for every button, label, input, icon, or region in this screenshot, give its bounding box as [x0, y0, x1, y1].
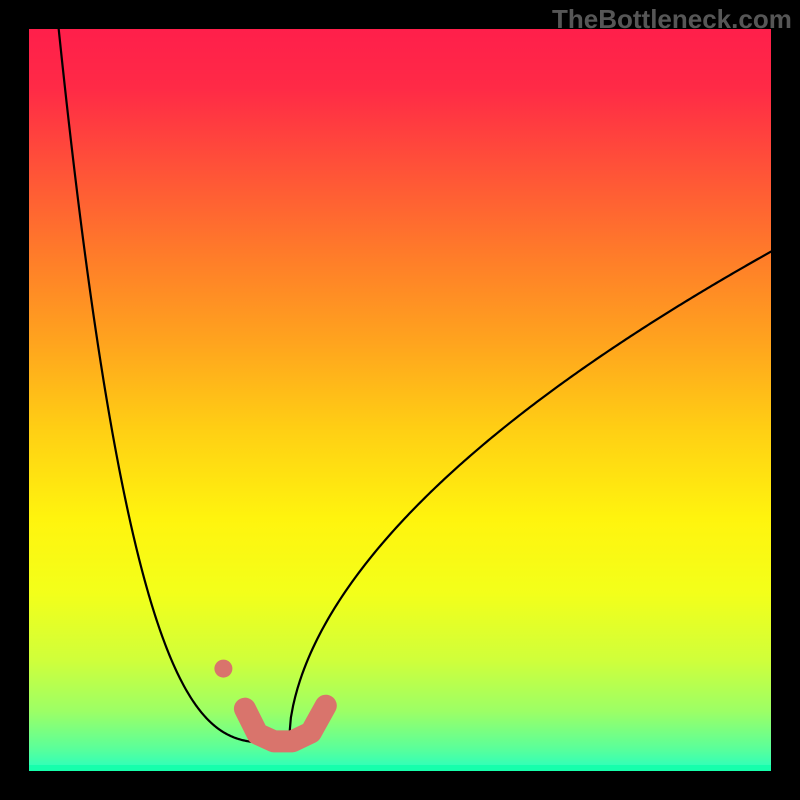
chart-container: TheBottleneck.com [0, 0, 800, 800]
watermark-text: TheBottleneck.com [552, 4, 792, 35]
plot-area [29, 29, 771, 771]
chart-svg [29, 29, 771, 771]
